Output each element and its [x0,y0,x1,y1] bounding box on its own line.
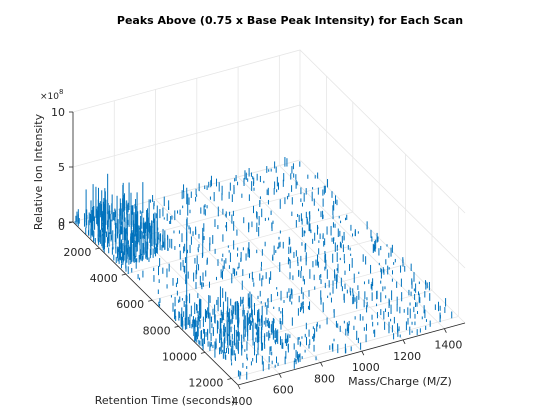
y-tick-label: 2000 [63,246,91,259]
y-tick-label: 8000 [143,324,171,337]
x-axis-title: Mass/Charge (M/Z) [348,375,452,388]
grid-line [237,176,404,341]
x-tick-label: 800 [314,372,335,385]
x-tick-mark [402,339,406,345]
x-tick-label: 400 [232,395,253,408]
grid-line [125,211,353,275]
y-tick-label: 12000 [188,376,223,389]
x-tick-label: 600 [273,384,294,397]
y-tick-mark [200,352,206,354]
y-axis-line [72,221,239,386]
y-tick-label: 0 [58,220,65,233]
z-tick-label: 5 [58,161,65,174]
y-tick-mark [95,247,100,250]
y-axis-title: Retention Time (seconds) [95,394,236,407]
x-tick-label: 1400 [434,339,462,352]
z-axis-title: Relative Ion Intensity [32,113,45,230]
grid-line [152,237,380,301]
y-tick-mark [121,273,126,276]
z-exponent-power: 8 [59,88,63,96]
x-tick-label: 1200 [393,350,421,363]
x-tick-mark [361,351,365,356]
y-tick-label: 4000 [90,272,118,285]
grid-line [72,104,466,269]
y-tick-mark [227,378,232,380]
z-exponent-label: ×108 [40,88,63,102]
peak-stems [74,157,453,380]
y-tick-label: 6000 [116,298,144,311]
x-tick-mark [237,384,241,390]
tick-labels: 400 600 800 1000 1200 1400 0 2000 4000 6000 8000 10… [51,106,462,408]
grid-line [279,165,445,329]
z-tick-label: 10 [51,106,65,119]
x-tick-label: 1000 [352,361,380,374]
y-tick-label: 10000 [162,350,197,363]
y-tick-mark [148,299,153,302]
x-tick-mark [278,373,282,378]
x-tick-mark [320,362,323,367]
z-tick-label: 0 [58,216,65,229]
chart-title: Peaks Above (0.75 x Base Peak Intensity)… [117,14,463,27]
grid-line [155,199,321,363]
grid-line [204,290,433,353]
grid-line [72,49,466,214]
x-tick-mark [444,328,447,333]
x-axis-line [237,322,466,386]
y-tick-mark [174,325,179,328]
